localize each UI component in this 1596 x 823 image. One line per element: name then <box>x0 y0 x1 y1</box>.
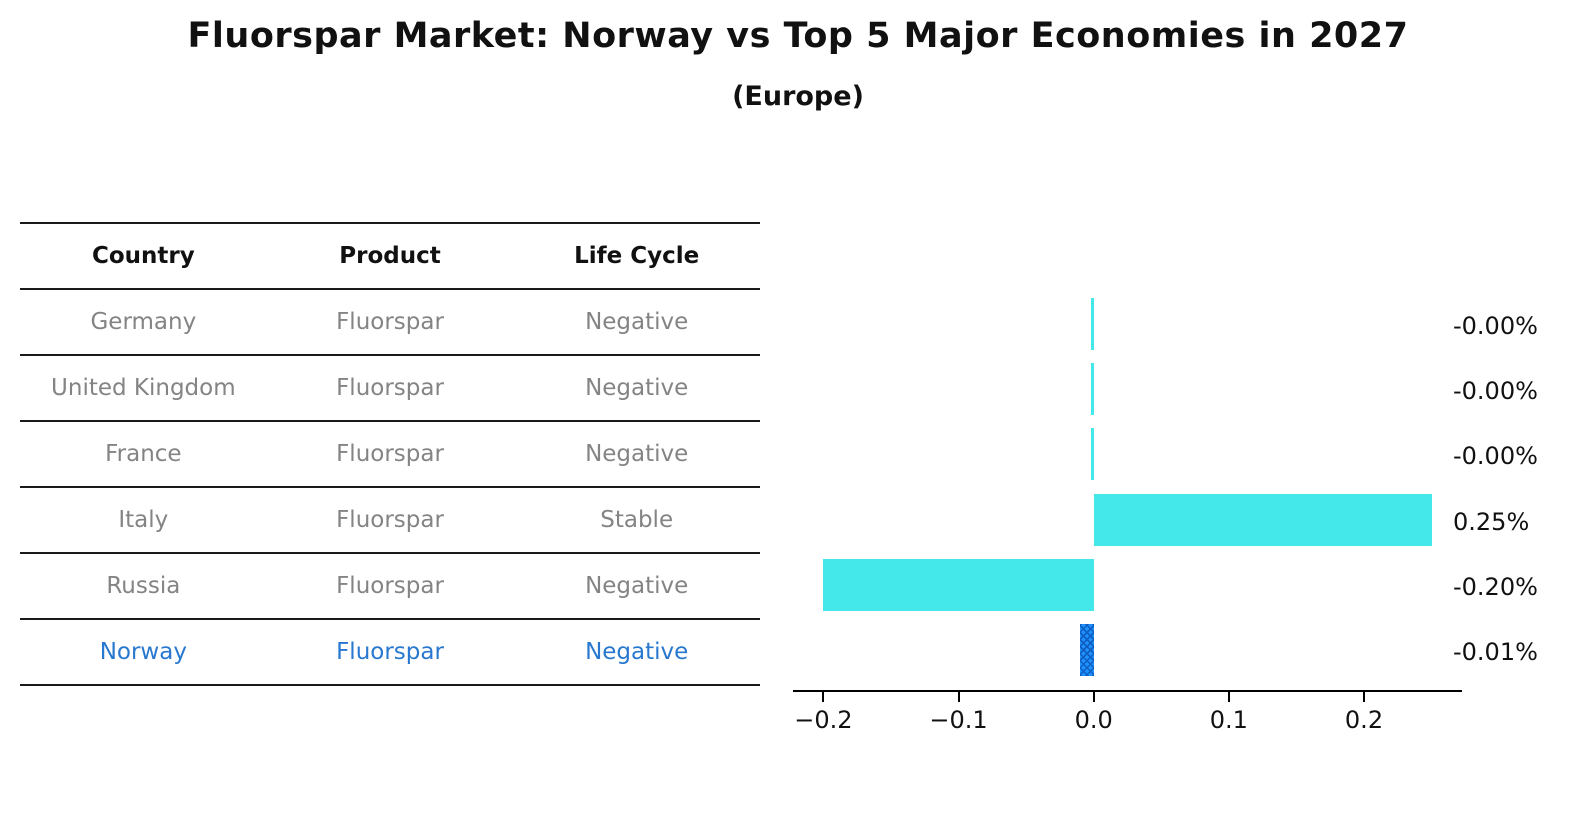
x-axis-tick-label: 0.1 <box>1209 706 1248 734</box>
bar-value-label: -0.00% <box>1453 377 1538 406</box>
table-row: Norway Fluorspar Negative <box>20 620 760 686</box>
cell-life-cycle: Negative <box>585 309 689 335</box>
bar <box>1093 493 1432 546</box>
highlight-bar <box>1080 624 1094 676</box>
table-row: Italy Fluorspar Stable <box>20 488 760 554</box>
cell-country: Germany <box>90 309 197 335</box>
x-axis-tick-label: −0.2 <box>794 706 853 734</box>
cell-life-cycle: Negative <box>585 573 689 599</box>
bar <box>823 558 1094 611</box>
x-axis-tick-label: 0.0 <box>1074 706 1113 734</box>
bar-value-label: -0.00% <box>1453 312 1538 340</box>
table-row: Germany Fluorspar Negative <box>20 290 760 356</box>
x-axis-tick <box>1363 692 1365 702</box>
header-cell: Country <box>91 243 195 269</box>
table-row: France Fluorspar Negative <box>20 422 760 488</box>
bar <box>1091 428 1094 481</box>
header-cell: Life Cycle <box>574 243 700 269</box>
x-axis-tick <box>822 692 825 702</box>
table-row: United Kingdom Fluorspar Negative <box>20 356 760 422</box>
cell-country: Norway <box>99 639 187 665</box>
cell-product: Fluorspar <box>336 309 444 335</box>
cell-product: Fluorspar <box>336 639 444 665</box>
page-title: Fluorspar Market: Norway vs Top 5 Major … <box>187 16 1409 56</box>
cell-country: Italy <box>118 507 169 533</box>
bar-value-label: -0.00% <box>1453 442 1538 471</box>
bar <box>1091 363 1094 416</box>
x-axis-tick <box>957 692 960 702</box>
cell-product: Fluorspar <box>336 441 444 467</box>
cell-product: Fluorspar <box>336 507 444 533</box>
cell-life-cycle: Negative <box>585 639 689 665</box>
bar-value-label: 0.25% <box>1453 507 1530 536</box>
x-axis-tick <box>1227 692 1230 702</box>
x-axis-tick-label: −0.1 <box>929 706 988 734</box>
table-row: Russia Fluorspar Negative <box>20 554 760 620</box>
bar-value-label: -0.20% <box>1453 572 1538 601</box>
cell-country: United Kingdom <box>51 375 236 401</box>
x-axis-line <box>793 690 1462 692</box>
cell-product: Fluorspar <box>336 375 444 401</box>
table-header-row: Country Product Life Cycle <box>20 224 760 290</box>
bar <box>1091 298 1094 350</box>
page-subtitle: (Europe) <box>732 81 864 112</box>
x-axis-tick <box>1092 692 1095 702</box>
cell-country: France <box>105 441 182 467</box>
header-cell: Product <box>339 243 441 269</box>
cell-product: Fluorspar <box>336 573 444 599</box>
cell-life-cycle: Negative <box>585 375 689 401</box>
bar-value-label: -0.01% <box>1453 638 1538 666</box>
cell-life-cycle: Negative <box>585 441 689 467</box>
cell-country: Russia <box>106 573 181 599</box>
cell-life-cycle: Stable <box>600 507 674 533</box>
data-table: Country Product Life Cycle Germany Fluorspar… <box>20 222 760 686</box>
x-axis-tick-label: 0.2 <box>1344 706 1384 734</box>
